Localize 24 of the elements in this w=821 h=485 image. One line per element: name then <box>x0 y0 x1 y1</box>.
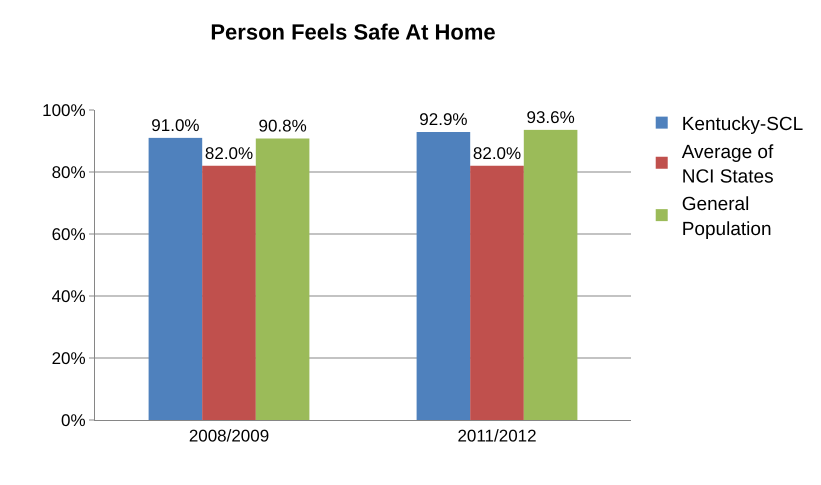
data-label: 92.9% <box>419 110 468 130</box>
bar <box>202 166 256 420</box>
y-tick-label: 80% <box>52 162 86 182</box>
legend-label: General Population <box>682 194 772 240</box>
data-label: 82.0% <box>472 144 522 163</box>
y-tick-label: 0% <box>61 410 86 430</box>
data-label: 90.8% <box>258 116 307 136</box>
x-tick-label: 2008/2009 <box>188 426 270 446</box>
bar <box>148 138 202 420</box>
bar <box>524 130 578 420</box>
y-tick-label: 60% <box>52 224 86 244</box>
bar <box>470 166 524 420</box>
data-label: 91.0% <box>151 116 200 135</box>
y-tick-label: 40% <box>52 286 86 306</box>
y-tick-label: 20% <box>52 348 86 368</box>
data-label: 93.6% <box>526 108 575 127</box>
x-tick-label: 2011/2012 <box>457 426 537 446</box>
chart-title: Person Feels Safe At Home <box>210 20 496 45</box>
y-tick-label: 100% <box>42 100 86 120</box>
bar <box>256 138 310 420</box>
bar <box>416 132 470 420</box>
legend-label: Kentucky-SCL <box>682 114 804 136</box>
legend-label: Average of NCI States <box>682 142 774 188</box>
data-label: 82.0% <box>204 144 254 163</box>
